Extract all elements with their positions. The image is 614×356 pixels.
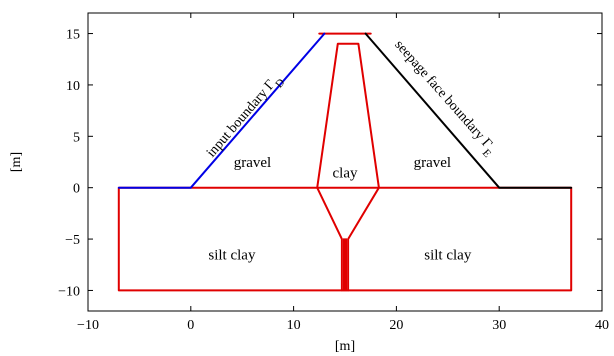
region-label: gravel xyxy=(234,155,271,171)
x-tick-label: 10 xyxy=(287,318,301,333)
input-boundary-line xyxy=(117,32,326,189)
x-tick-label: 30 xyxy=(492,318,506,333)
boundary-label: seepage face boundary ΓE xyxy=(388,38,500,161)
x-tick-label: 20 xyxy=(389,318,403,333)
boundary-labels: input boundary ΓD seepage face boundary Γ… xyxy=(204,38,499,164)
boundary-label: input boundary ΓD xyxy=(204,71,287,163)
region-label: silt clay xyxy=(208,248,256,264)
silt-rect-line xyxy=(117,186,573,292)
core-lower-right-line xyxy=(347,186,380,292)
x-axis-title: [m] xyxy=(335,339,355,354)
y-tick-label: 5 xyxy=(73,130,80,145)
axis-tick-labels: −10 0 10 20 30 40 −10 −5 0 5 10 15 xyxy=(58,28,609,333)
region-labels: gravel clay gravel silt clay silt clay xyxy=(208,155,471,263)
y-axis-title: [m] xyxy=(9,152,24,172)
region-label: silt clay xyxy=(424,248,472,264)
x-tick-label: −10 xyxy=(77,318,99,333)
y-tick-label: −10 xyxy=(58,284,80,299)
seepage-boundary-line xyxy=(364,32,573,189)
y-tick-label: −5 xyxy=(65,233,80,248)
core-lower-line xyxy=(316,186,343,292)
region-label: clay xyxy=(333,165,358,181)
axis-ticks xyxy=(87,13,603,311)
y-tick-label: 10 xyxy=(66,79,80,94)
y-tick-label: 0 xyxy=(73,182,80,197)
core-upper-line xyxy=(316,42,380,189)
y-tick-label: 15 xyxy=(66,28,80,43)
x-tick-label: 0 xyxy=(187,318,194,333)
geometry-lines xyxy=(117,32,573,292)
plot-frame xyxy=(87,12,603,312)
region-label: gravel xyxy=(414,155,451,171)
x-tick-label: 40 xyxy=(595,318,609,333)
